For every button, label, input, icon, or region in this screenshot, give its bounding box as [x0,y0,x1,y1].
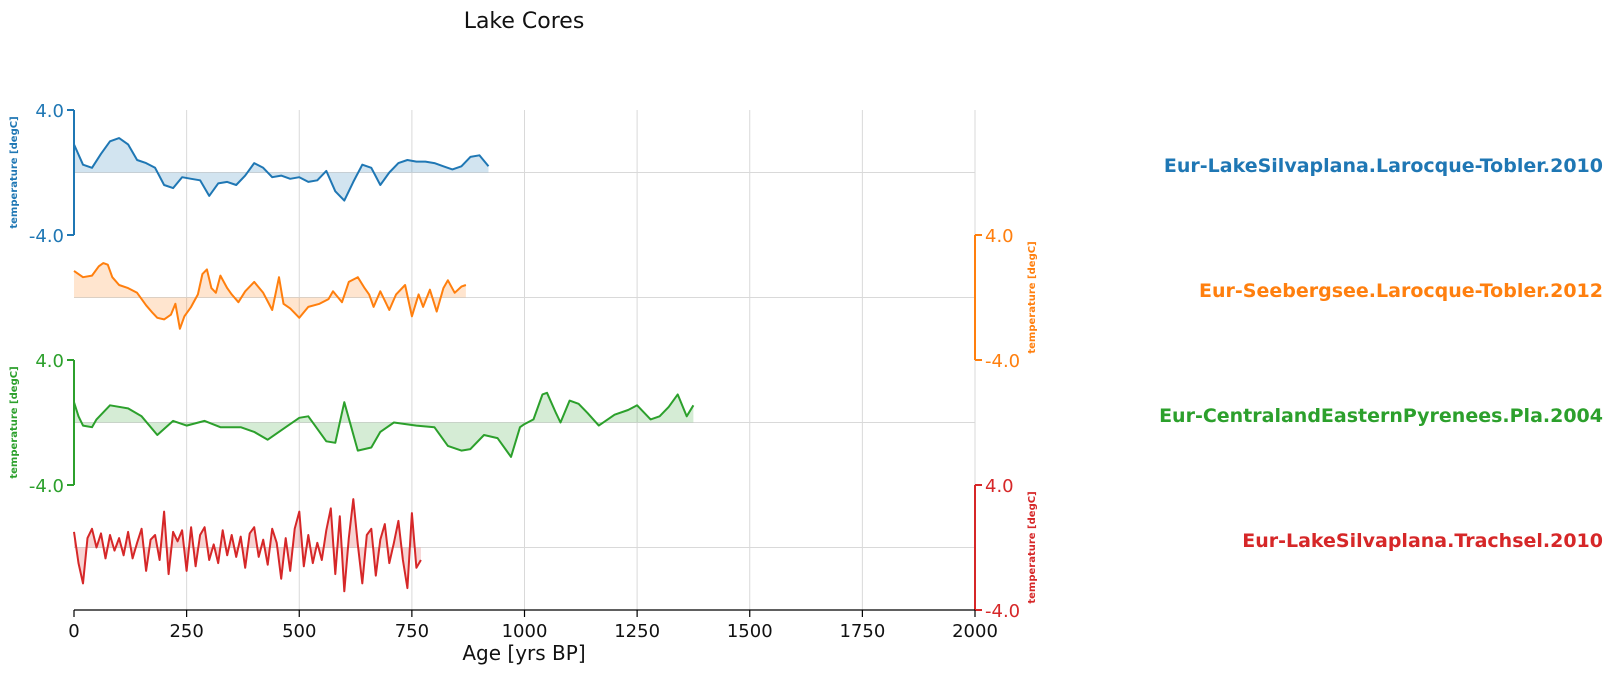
series-line [73,262,467,330]
chart-title: Lake Cores [464,9,585,34]
series-fill [74,499,421,592]
y-tick-label: -4.0 [29,476,64,497]
series-line [73,391,695,458]
x-tick-label: 1250 [614,621,660,642]
y-axis-label: temperature [degC] [1027,241,1038,353]
series-names: Eur-LakeSilvaplana.Larocque-Tobler.2010 E… [1159,155,1603,552]
y-tick-label: -4.0 [985,601,1020,622]
x-tick-label: 750 [395,621,429,642]
x-tick-label: 1000 [502,621,548,642]
x-gridlines [186,110,976,610]
y-tick-label: 4.0 [35,101,64,122]
x-tick-label: 2000 [952,621,998,642]
x-axis: 0 250 500 750 1000 1250 1500 1750 2000 [68,609,998,642]
series-line [73,137,490,202]
series-fill [74,392,694,457]
series-panel: 4.0 -4.0 temperature [degC] [73,476,1038,622]
series-fill [74,138,489,201]
y-tick-label: 4.0 [35,351,64,372]
x-tick-label: 250 [169,621,203,642]
series-panels: 4.0 -4.0 temperature [degC] 4.0 -4.0 temperat… [9,101,1038,622]
x-tick-label: 1750 [839,621,885,642]
series-panel: 4.0 -4.0 temperature [degC] [73,226,1038,372]
y-tick-label: 4.0 [985,226,1014,247]
series-line [73,498,422,593]
series-name-label: Eur-LakeSilvaplana.Trachsel.2010 [1242,530,1603,552]
y-tick-label: -4.0 [29,226,64,247]
y-tick-label: -4.0 [985,351,1020,372]
y-axis-label: temperature [degC] [1027,491,1038,603]
series-panel: 4.0 -4.0 temperature [degC] [9,101,975,247]
series-name-label: Eur-LakeSilvaplana.Larocque-Tobler.2010 [1164,155,1603,177]
y-axis-label: temperature [degC] [9,116,20,228]
series-name-label: Eur-CentralandEasternPyrenees.Pla.2004 [1159,405,1603,427]
y-tick-label: 4.0 [985,476,1014,497]
x-axis-label: Age [yrs BP] [462,641,585,665]
series-name-label: Eur-Seebergsee.Larocque-Tobler.2012 [1199,280,1603,302]
series-panel: 4.0 -4.0 temperature [degC] [9,351,975,497]
x-tick-label: 1500 [727,621,773,642]
y-axis-label: temperature [degC] [9,366,20,478]
x-tick-label: 0 [68,621,79,642]
x-tick-label: 500 [282,621,316,642]
